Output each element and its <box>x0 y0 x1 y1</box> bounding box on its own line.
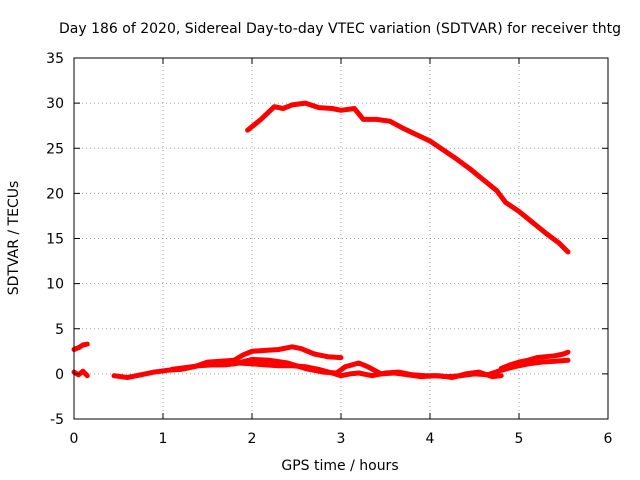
y-tick-label: 5 <box>55 322 64 338</box>
x-tick-label: 0 <box>70 431 79 447</box>
chart-title: Day 186 of 2020, Sidereal Day-to-day VTE… <box>59 21 621 37</box>
x-tick-label: 3 <box>337 431 346 447</box>
x-tick-label: 2 <box>248 431 257 447</box>
y-tick-label: 0 <box>55 367 64 383</box>
series-layer <box>71 100 571 380</box>
x-tick-label: 1 <box>159 431 168 447</box>
y-tick-label: 10 <box>46 277 64 293</box>
y-tick-label: 25 <box>46 141 64 157</box>
y-tick-label: 35 <box>46 51 64 67</box>
y-axis-label: SDTVAR / TECUs <box>6 181 22 296</box>
x-tick-label: 6 <box>604 431 613 447</box>
y-tick-label: -5 <box>50 412 64 428</box>
series-line-track-c <box>213 356 571 380</box>
x-tick-label: 4 <box>426 431 435 447</box>
series-line-track-a <box>111 344 344 380</box>
y-tick-label: 20 <box>46 186 64 202</box>
series-line-track-d <box>498 349 571 371</box>
grid <box>74 58 608 419</box>
x-axis-label: GPS time / hours <box>281 458 398 474</box>
series-line-track-high <box>245 100 571 255</box>
y-tick-label: 15 <box>46 232 64 248</box>
ticks: 0 1 2 3 4 5 6 -5 0 5 10 15 20 25 30 35 <box>46 51 612 447</box>
series-line-track-start <box>71 341 90 352</box>
y-tick-label: 30 <box>46 96 64 112</box>
x-tick-label: 5 <box>515 431 524 447</box>
